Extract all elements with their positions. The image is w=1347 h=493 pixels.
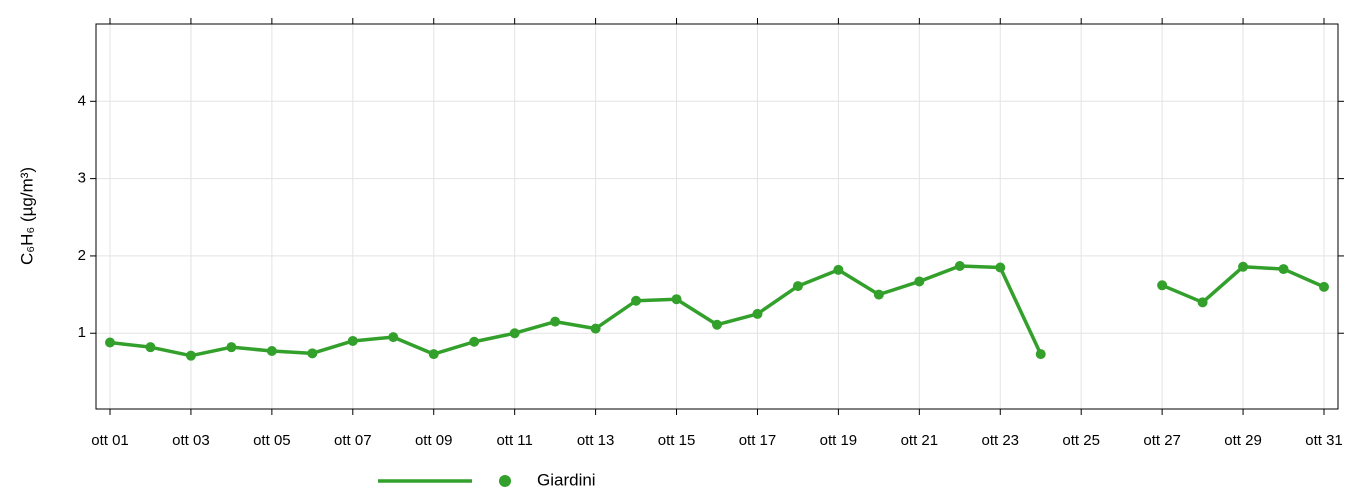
x-tick-label: ott 27 <box>1143 432 1181 449</box>
data-point <box>1157 280 1168 291</box>
data-point <box>1238 261 1249 272</box>
x-tick-label: ott 31 <box>1305 432 1343 449</box>
x-tick-label: ott 25 <box>1062 432 1100 449</box>
data-point <box>671 294 682 305</box>
x-tick-label: ott 03 <box>172 432 210 449</box>
y-tick-label: 1 <box>78 324 86 341</box>
data-point <box>1319 281 1329 292</box>
data-point <box>145 342 156 353</box>
x-tick-label: ott 15 <box>658 432 696 449</box>
x-tick-label: ott 17 <box>739 432 777 449</box>
data-point <box>347 335 358 346</box>
x-tick-label: ott 07 <box>334 432 372 449</box>
data-point <box>509 328 520 339</box>
y-tick-label: 4 <box>78 92 86 109</box>
x-tick-label: ott 23 <box>982 432 1020 449</box>
data-point <box>266 346 277 357</box>
data-point <box>185 350 196 361</box>
x-tick-label: ott 11 <box>496 432 532 449</box>
data-point <box>388 332 399 343</box>
x-tick-label: ott 19 <box>820 432 858 449</box>
x-tick-label: ott 09 <box>415 432 453 449</box>
data-point <box>833 264 844 275</box>
data-point <box>590 323 601 334</box>
data-point <box>873 289 884 300</box>
x-tick-label: ott 13 <box>577 432 615 449</box>
legend-label: Giardini <box>537 470 596 488</box>
data-line <box>109 264 1325 358</box>
data-point <box>307 348 318 359</box>
data-point <box>428 349 439 360</box>
data-point <box>712 319 722 330</box>
data-point <box>226 342 237 353</box>
data-point <box>792 281 803 292</box>
data-point <box>1035 349 1046 360</box>
data-point <box>469 336 480 347</box>
x-tick-label: ott 29 <box>1224 432 1262 449</box>
legend-marker <box>499 475 511 487</box>
y-tick-label: 3 <box>78 170 86 187</box>
y-axis-label: C₆H₆ (µg/m³) <box>17 167 36 265</box>
x-tick-label: ott 01 <box>91 432 129 449</box>
data-point <box>1197 297 1208 308</box>
data-point <box>631 295 642 306</box>
x-tick-label: ott 05 <box>253 432 291 449</box>
data-point <box>914 276 925 287</box>
data-point <box>995 262 1006 273</box>
plot-frame <box>95 23 1339 410</box>
x-tick-label: ott 21 <box>901 432 939 449</box>
data-point <box>954 260 965 271</box>
data-point <box>105 337 115 348</box>
data-point <box>1278 264 1289 275</box>
data-point <box>550 316 561 327</box>
y-tick-label: 2 <box>78 247 86 264</box>
data-point <box>752 308 763 319</box>
